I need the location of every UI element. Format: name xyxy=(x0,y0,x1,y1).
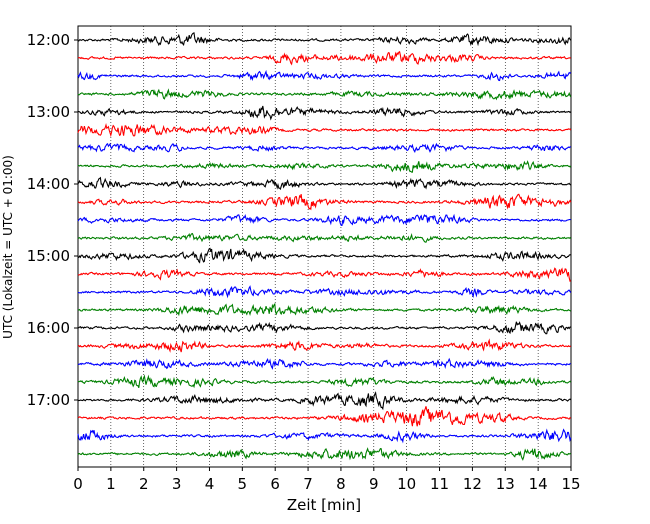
trace-line xyxy=(77,406,572,427)
trace-line xyxy=(77,193,572,211)
trace-line xyxy=(77,285,572,299)
y-tick-label: 14:00 xyxy=(27,175,70,193)
trace-line xyxy=(77,267,571,282)
trace-line xyxy=(77,32,572,47)
x-tick-label: 1 xyxy=(106,475,116,493)
trace-line xyxy=(77,123,572,138)
x-tick-label: 6 xyxy=(270,475,280,493)
x-tick-label: 13 xyxy=(496,475,515,493)
trace-line xyxy=(77,232,572,243)
x-tick-label: 4 xyxy=(205,475,215,493)
plot-frame xyxy=(77,25,572,468)
x-tick-label: 9 xyxy=(369,475,379,493)
x-tick-label: 2 xyxy=(139,475,149,493)
y-tick-label: 17:00 xyxy=(27,391,70,409)
trace-line xyxy=(77,88,572,101)
trace-line xyxy=(77,69,572,82)
y-tick-label: 16:00 xyxy=(27,319,70,337)
trace-line xyxy=(77,428,572,444)
trace-line xyxy=(77,374,572,389)
trace-line xyxy=(77,247,571,264)
y-axis: 12:00 13:00 14:00 15:00 16:00 17:00 xyxy=(27,31,78,409)
x-tick-label: 14 xyxy=(529,475,548,493)
trace-line xyxy=(77,447,571,461)
trace-line xyxy=(77,176,572,191)
y-tick-label: 12:00 xyxy=(27,31,70,49)
trace-line xyxy=(77,302,572,317)
trace-layer xyxy=(77,32,572,461)
trace-line xyxy=(77,321,571,335)
trace-line xyxy=(77,142,571,153)
x-tick-label: 15 xyxy=(561,475,580,493)
x-tick-label: 12 xyxy=(463,475,482,493)
x-tick-label: 0 xyxy=(73,475,83,493)
trace-line xyxy=(77,105,572,121)
y-tick-label: 13:00 xyxy=(27,103,70,121)
y-tick-label: 15:00 xyxy=(27,247,70,265)
x-tick-label: 8 xyxy=(336,475,346,493)
x-tick-label: 7 xyxy=(303,475,313,493)
x-tick-label: 5 xyxy=(238,475,248,493)
x-tick-label: 3 xyxy=(172,475,182,493)
trace-line xyxy=(77,338,572,353)
y-axis-label: UTC (Lokalzeit = UTC + 01:00) xyxy=(1,155,15,339)
trace-line xyxy=(77,357,571,370)
trace-line xyxy=(77,391,572,411)
trace-line xyxy=(77,160,572,173)
trace-line xyxy=(77,50,571,66)
trace-line xyxy=(77,213,571,226)
x-tick-label: 11 xyxy=(430,475,449,493)
x-axis: 0 1 2 3 4 5 6 7 8 9 10 11 12 13 14 15 xyxy=(73,467,581,493)
x-tick-label: 10 xyxy=(397,475,416,493)
x-axis-label: Zeit [min] xyxy=(287,496,361,514)
